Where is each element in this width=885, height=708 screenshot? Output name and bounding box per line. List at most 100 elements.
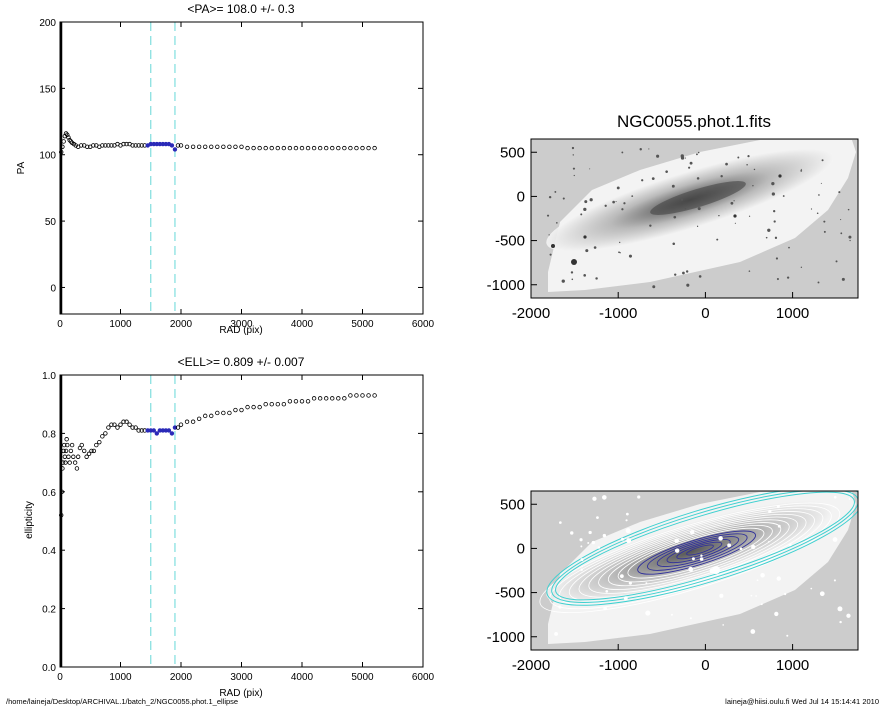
ell-point (89, 448, 94, 454)
star (688, 166, 691, 169)
star (572, 154, 575, 156)
star (767, 228, 771, 232)
ell-point (62, 442, 67, 448)
ell-x-tick-label: 1000 (109, 672, 132, 683)
masked-stars (554, 495, 851, 637)
masked-star (596, 516, 599, 519)
pa-point (61, 139, 66, 144)
isophote-ellipse (588, 516, 799, 594)
masked-star (837, 606, 843, 612)
star (619, 241, 621, 244)
pa-point (221, 144, 226, 149)
star (730, 201, 734, 205)
star (651, 177, 655, 180)
ell-plot-frame (59, 374, 424, 668)
ell-point (71, 454, 76, 459)
masked-star (688, 566, 694, 572)
ell-point (97, 439, 102, 445)
star (725, 162, 728, 166)
masked-star (588, 530, 592, 535)
ell-point (81, 448, 87, 454)
pa-point (311, 145, 317, 151)
masked-star (786, 634, 789, 637)
bright-star (733, 214, 737, 218)
ell-point (257, 404, 262, 410)
star (840, 232, 843, 235)
masked-star (645, 582, 648, 585)
ell-point (209, 413, 214, 419)
masked-star (718, 536, 723, 541)
ell-point (233, 407, 238, 413)
star (734, 222, 736, 224)
footer-timestamp: laineja@hiisi.oulu.fi Wed Jul 14 15:14:4… (725, 697, 879, 706)
ell-y-tick-label: 0.8 (42, 429, 56, 440)
ell-point (336, 396, 341, 401)
pa-point (215, 144, 220, 149)
ell-point (67, 460, 72, 465)
masked-star (645, 610, 651, 616)
pa-y-label: PA (16, 161, 27, 174)
star (671, 184, 675, 188)
ell-y-tick-label: 0.4 (42, 546, 56, 557)
star (618, 251, 620, 254)
star (696, 225, 699, 227)
star (554, 190, 557, 193)
pa-point (354, 145, 359, 151)
pa-point (293, 145, 299, 151)
star (604, 204, 607, 207)
star (580, 213, 583, 216)
outer-ellipse-fit (551, 491, 858, 603)
masked-star (601, 495, 607, 500)
pa-point (317, 145, 323, 151)
footer-file-path: /home/laineja/Desktop/ARCHIVAL.1/batch_2… (6, 697, 239, 706)
ell-point (330, 396, 335, 401)
pa-point (175, 143, 181, 148)
img1-y-tick-label: -500 (495, 233, 525, 250)
star (817, 281, 820, 284)
pa-points (59, 22, 377, 314)
ell-point (63, 460, 68, 465)
masked-star (719, 593, 724, 598)
pa-point (342, 145, 347, 151)
masked-star (621, 537, 624, 541)
ell-point (221, 410, 226, 416)
bright-star (551, 244, 555, 248)
star (628, 254, 632, 258)
masked-star (833, 579, 836, 582)
pa-point (257, 145, 262, 151)
star (746, 163, 748, 166)
star (548, 234, 550, 236)
ell-point (251, 404, 256, 410)
ell-point (63, 448, 69, 454)
star (595, 277, 598, 280)
star (689, 161, 693, 165)
pa-point (330, 145, 335, 151)
masked-star (591, 540, 596, 545)
ell-point (202, 413, 208, 419)
ell-x-tick-label: 0 (57, 672, 63, 683)
masked-star (580, 545, 583, 548)
ell-point (127, 422, 132, 427)
pa-point (336, 145, 341, 151)
star (571, 278, 574, 281)
ell-point (281, 402, 287, 407)
masked-star (580, 568, 583, 571)
masked-star (602, 533, 607, 538)
ell-x-tick-label: 3000 (230, 672, 253, 683)
star (771, 192, 775, 196)
masked-bright-star (712, 566, 720, 574)
star (765, 236, 768, 239)
star (593, 246, 597, 249)
pa-point (184, 144, 190, 149)
masked-star (760, 572, 765, 578)
img1-y-tick-label: 0 (517, 188, 525, 205)
star (548, 195, 552, 199)
star (818, 194, 820, 196)
star (847, 208, 850, 211)
ell-point (139, 428, 144, 433)
pa-point (245, 145, 250, 151)
star (562, 197, 565, 200)
pa-point (178, 143, 184, 148)
masked-star (776, 576, 781, 581)
star (585, 249, 589, 253)
